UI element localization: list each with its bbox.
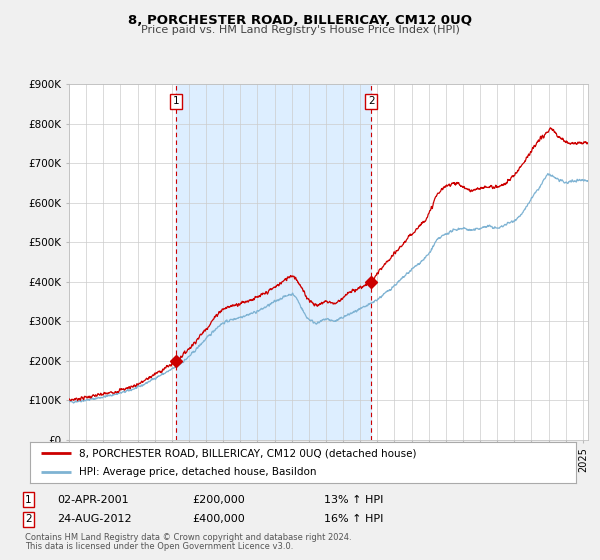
Text: HPI: Average price, detached house, Basildon: HPI: Average price, detached house, Basi… <box>79 467 317 477</box>
Bar <box>176 84 371 440</box>
Text: 2: 2 <box>368 96 374 106</box>
Text: 02-APR-2001: 02-APR-2001 <box>57 494 128 505</box>
Text: 2: 2 <box>25 514 32 524</box>
Text: This data is licensed under the Open Government Licence v3.0.: This data is licensed under the Open Gov… <box>25 542 293 551</box>
Text: £200,000: £200,000 <box>192 494 245 505</box>
Text: 13% ↑ HPI: 13% ↑ HPI <box>324 494 383 505</box>
Text: 1: 1 <box>173 96 180 106</box>
Text: 1: 1 <box>25 494 32 505</box>
Text: 8, PORCHESTER ROAD, BILLERICAY, CM12 0UQ: 8, PORCHESTER ROAD, BILLERICAY, CM12 0UQ <box>128 14 472 27</box>
Text: Contains HM Land Registry data © Crown copyright and database right 2024.: Contains HM Land Registry data © Crown c… <box>25 533 352 542</box>
Text: 24-AUG-2012: 24-AUG-2012 <box>57 514 131 524</box>
Text: 8, PORCHESTER ROAD, BILLERICAY, CM12 0UQ (detached house): 8, PORCHESTER ROAD, BILLERICAY, CM12 0UQ… <box>79 449 416 458</box>
Text: Price paid vs. HM Land Registry's House Price Index (HPI): Price paid vs. HM Land Registry's House … <box>140 25 460 35</box>
Text: £400,000: £400,000 <box>192 514 245 524</box>
Text: 16% ↑ HPI: 16% ↑ HPI <box>324 514 383 524</box>
